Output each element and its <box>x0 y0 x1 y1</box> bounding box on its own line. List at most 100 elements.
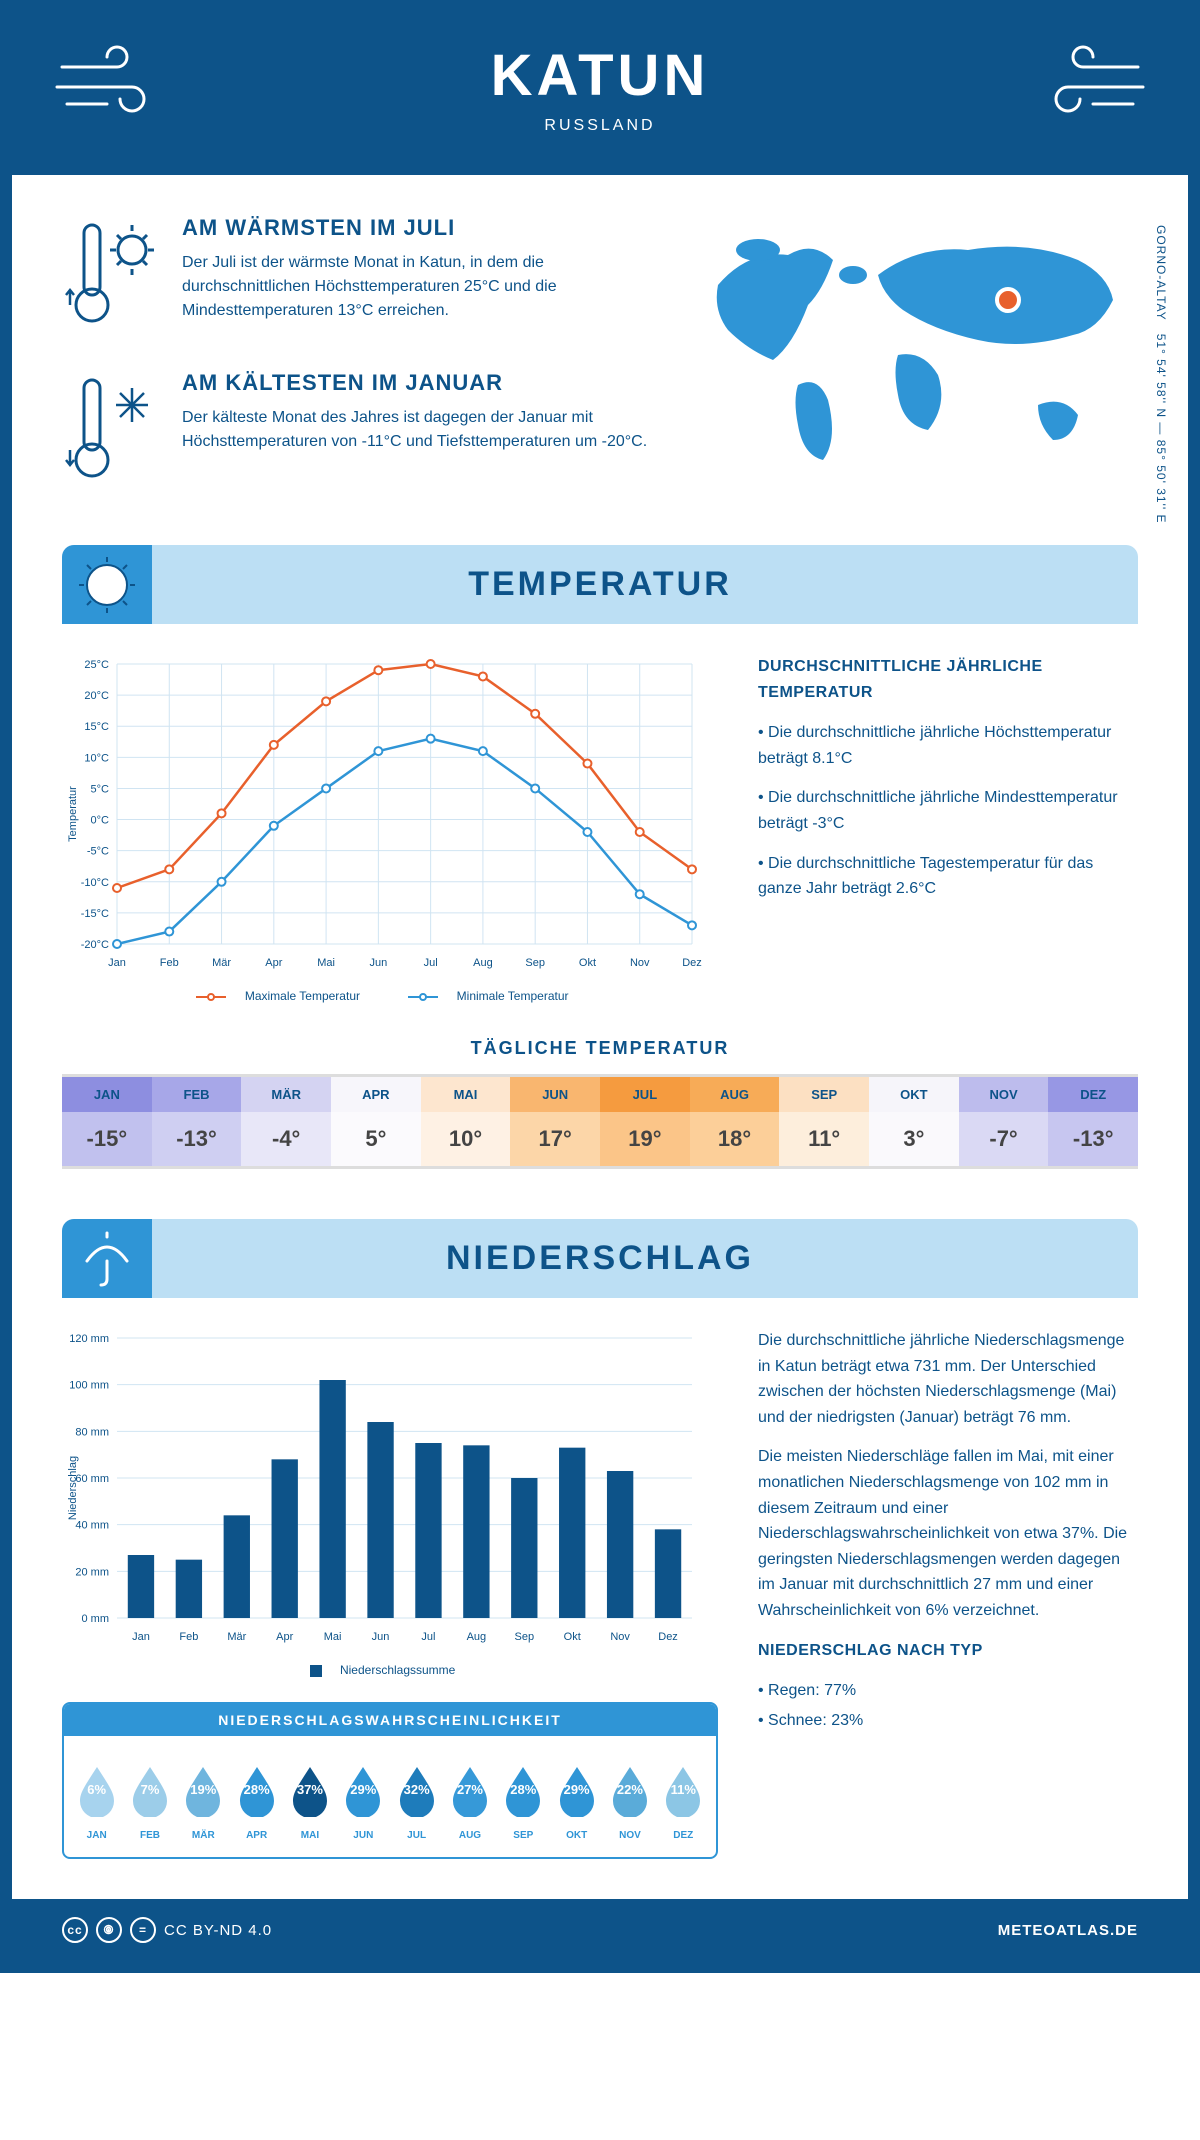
fact-cold-text: Der kälteste Monat des Jahres ist dagege… <box>182 406 658 454</box>
prob-drop: 27% AUG <box>443 1748 496 1841</box>
svg-text:Mai: Mai <box>324 1631 342 1643</box>
temp-cell: MÄR -4° <box>241 1077 331 1166</box>
temp-cell: MAI 10° <box>421 1077 511 1166</box>
fact-warm-text: Der Juli ist der wärmste Monat in Katun,… <box>182 251 658 323</box>
svg-text:25°C: 25°C <box>84 659 109 671</box>
precipitation-probability: NIEDERSCHLAGSWAHRSCHEINLICHKEIT 6% JAN 7… <box>62 1702 718 1859</box>
prob-drop: 19% MÄR <box>177 1748 230 1841</box>
fact-warmest: AM WÄRMSTEN IM JULI Der Juli ist der wär… <box>62 215 658 340</box>
svg-text:40 mm: 40 mm <box>75 1520 109 1532</box>
svg-text:Jan: Jan <box>108 957 126 969</box>
prob-drop: 32% JUL <box>390 1748 443 1841</box>
svg-text:0 mm: 0 mm <box>82 1613 110 1625</box>
svg-text:-15°C: -15°C <box>81 908 109 920</box>
section-precipitation: NIEDERSCHLAG <box>62 1219 1138 1298</box>
prob-drop: 29% JUN <box>337 1748 390 1841</box>
prob-drop: 22% NOV <box>603 1748 656 1841</box>
fact-cold-title: AM KÄLTESTEN IM JANUAR <box>182 370 658 396</box>
prob-drop: 37% MAI <box>283 1748 336 1841</box>
prob-drop: 28% APR <box>230 1748 283 1841</box>
svg-text:Jun: Jun <box>372 1631 390 1643</box>
svg-text:Jun: Jun <box>369 957 387 969</box>
svg-text:Okt: Okt <box>579 957 596 969</box>
temperature-line-chart: -20°C-15°C-10°C-5°C0°C5°C10°C15°C20°C25°… <box>62 654 718 979</box>
cc-icon: cc <box>62 1917 88 1943</box>
fact-coldest: AM KÄLTESTEN IM JANUAR Der kälteste Mona… <box>62 370 658 495</box>
by-icon: 🞋 <box>96 1917 122 1943</box>
location-marker <box>997 289 1019 311</box>
svg-text:100 mm: 100 mm <box>69 1380 109 1392</box>
svg-text:Sep: Sep <box>515 1631 535 1643</box>
coordinates: GORNO-ALTAY 51° 54' 58'' N — 85° 50' 31'… <box>1154 225 1168 523</box>
svg-text:Mär: Mär <box>227 1631 246 1643</box>
precip-summary: Die durchschnittliche jährliche Niedersc… <box>758 1328 1138 1859</box>
license-text: CC BY-ND 4.0 <box>164 1922 272 1939</box>
svg-text:120 mm: 120 mm <box>69 1333 109 1345</box>
svg-text:20°C: 20°C <box>84 690 109 702</box>
umbrella-icon <box>62 1219 152 1298</box>
temp-summary: DURCHSCHNITTLICHE JÄHRLICHE TEMPERATUR •… <box>758 654 1138 1003</box>
temp-cell: SEP 11° <box>779 1077 869 1166</box>
page-title: KATUN <box>52 42 1148 109</box>
svg-text:Jul: Jul <box>421 1631 435 1643</box>
svg-text:Niederschlag: Niederschlag <box>67 1456 79 1520</box>
thermometer-snow-icon <box>62 370 162 495</box>
svg-text:0°C: 0°C <box>91 815 110 827</box>
daily-temp-heading: TÄGLICHE TEMPERATUR <box>62 1038 1138 1059</box>
prob-drop: 29% OKT <box>550 1748 603 1841</box>
wind-icon-right <box>1038 42 1148 127</box>
page-subtitle: RUSSLAND <box>52 117 1148 135</box>
svg-text:60 mm: 60 mm <box>75 1473 109 1485</box>
world-map: GORNO-ALTAY 51° 54' 58'' N — 85° 50' 31'… <box>698 215 1138 525</box>
thermometer-sun-icon <box>62 215 162 340</box>
precipitation-bar-chart: 0 mm 20 mm 40 mm 60 mm 80 mm 100 mm 120 mm Jan F… <box>62 1328 718 1653</box>
svg-text:Mai: Mai <box>317 957 335 969</box>
svg-text:Dez: Dez <box>658 1631 678 1643</box>
temp-cell: AUG 18° <box>690 1077 780 1166</box>
temp-legend: Maximale Temperatur Minimale Temperatur <box>62 989 718 1003</box>
svg-text:Nov: Nov <box>610 1631 630 1643</box>
svg-text:-5°C: -5°C <box>87 846 109 858</box>
svg-text:Sep: Sep <box>525 957 545 969</box>
svg-text:10°C: 10°C <box>84 752 109 764</box>
svg-text:Feb: Feb <box>160 957 179 969</box>
temp-cell: JUN 17° <box>510 1077 600 1166</box>
svg-text:Mär: Mär <box>212 957 231 969</box>
temp-cell: NOV -7° <box>959 1077 1049 1166</box>
temp-cell: JUL 19° <box>600 1077 690 1166</box>
svg-text:Jul: Jul <box>424 957 438 969</box>
svg-text:-20°C: -20°C <box>81 939 109 951</box>
section-temperature: TEMPERATUR <box>62 545 1138 624</box>
temp-cell: OKT 3° <box>869 1077 959 1166</box>
header: KATUN RUSSLAND <box>12 12 1188 175</box>
prob-drop: 11% DEZ <box>657 1748 710 1841</box>
svg-text:Nov: Nov <box>630 957 650 969</box>
temp-cell: APR 5° <box>331 1077 421 1166</box>
nd-icon: = <box>130 1917 156 1943</box>
prob-drop: 7% FEB <box>123 1748 176 1841</box>
precip-legend: Niederschlagssumme <box>62 1663 718 1677</box>
svg-text:15°C: 15°C <box>84 721 109 733</box>
svg-text:80 mm: 80 mm <box>75 1426 109 1438</box>
svg-text:Okt: Okt <box>564 1631 581 1643</box>
sun-icon <box>62 545 152 624</box>
daily-temp-table: JAN -15° FEB -13° MÄR -4° APR 5° MAI 10°… <box>62 1074 1138 1169</box>
svg-text:5°C: 5°C <box>91 783 110 795</box>
svg-text:Jan: Jan <box>132 1631 150 1643</box>
temp-cell: FEB -13° <box>152 1077 242 1166</box>
footer: cc 🞋 = CC BY-ND 4.0 METEOATLAS.DE <box>12 1899 1188 1961</box>
svg-text:Dez: Dez <box>682 957 702 969</box>
svg-text:Temperatur: Temperatur <box>67 786 79 842</box>
site-name: METEOATLAS.DE <box>998 1922 1138 1939</box>
svg-text:Aug: Aug <box>467 1631 487 1643</box>
svg-text:Aug: Aug <box>473 957 493 969</box>
temp-cell: JAN -15° <box>62 1077 152 1166</box>
svg-text:Apr: Apr <box>276 1631 293 1643</box>
wind-icon-left <box>52 42 162 127</box>
svg-text:Feb: Feb <box>179 1631 198 1643</box>
prob-drop: 28% SEP <box>497 1748 550 1841</box>
temp-cell: DEZ -13° <box>1048 1077 1138 1166</box>
fact-warm-title: AM WÄRMSTEN IM JULI <box>182 215 658 241</box>
svg-text:20 mm: 20 mm <box>75 1566 109 1578</box>
prob-drop: 6% JAN <box>70 1748 123 1841</box>
